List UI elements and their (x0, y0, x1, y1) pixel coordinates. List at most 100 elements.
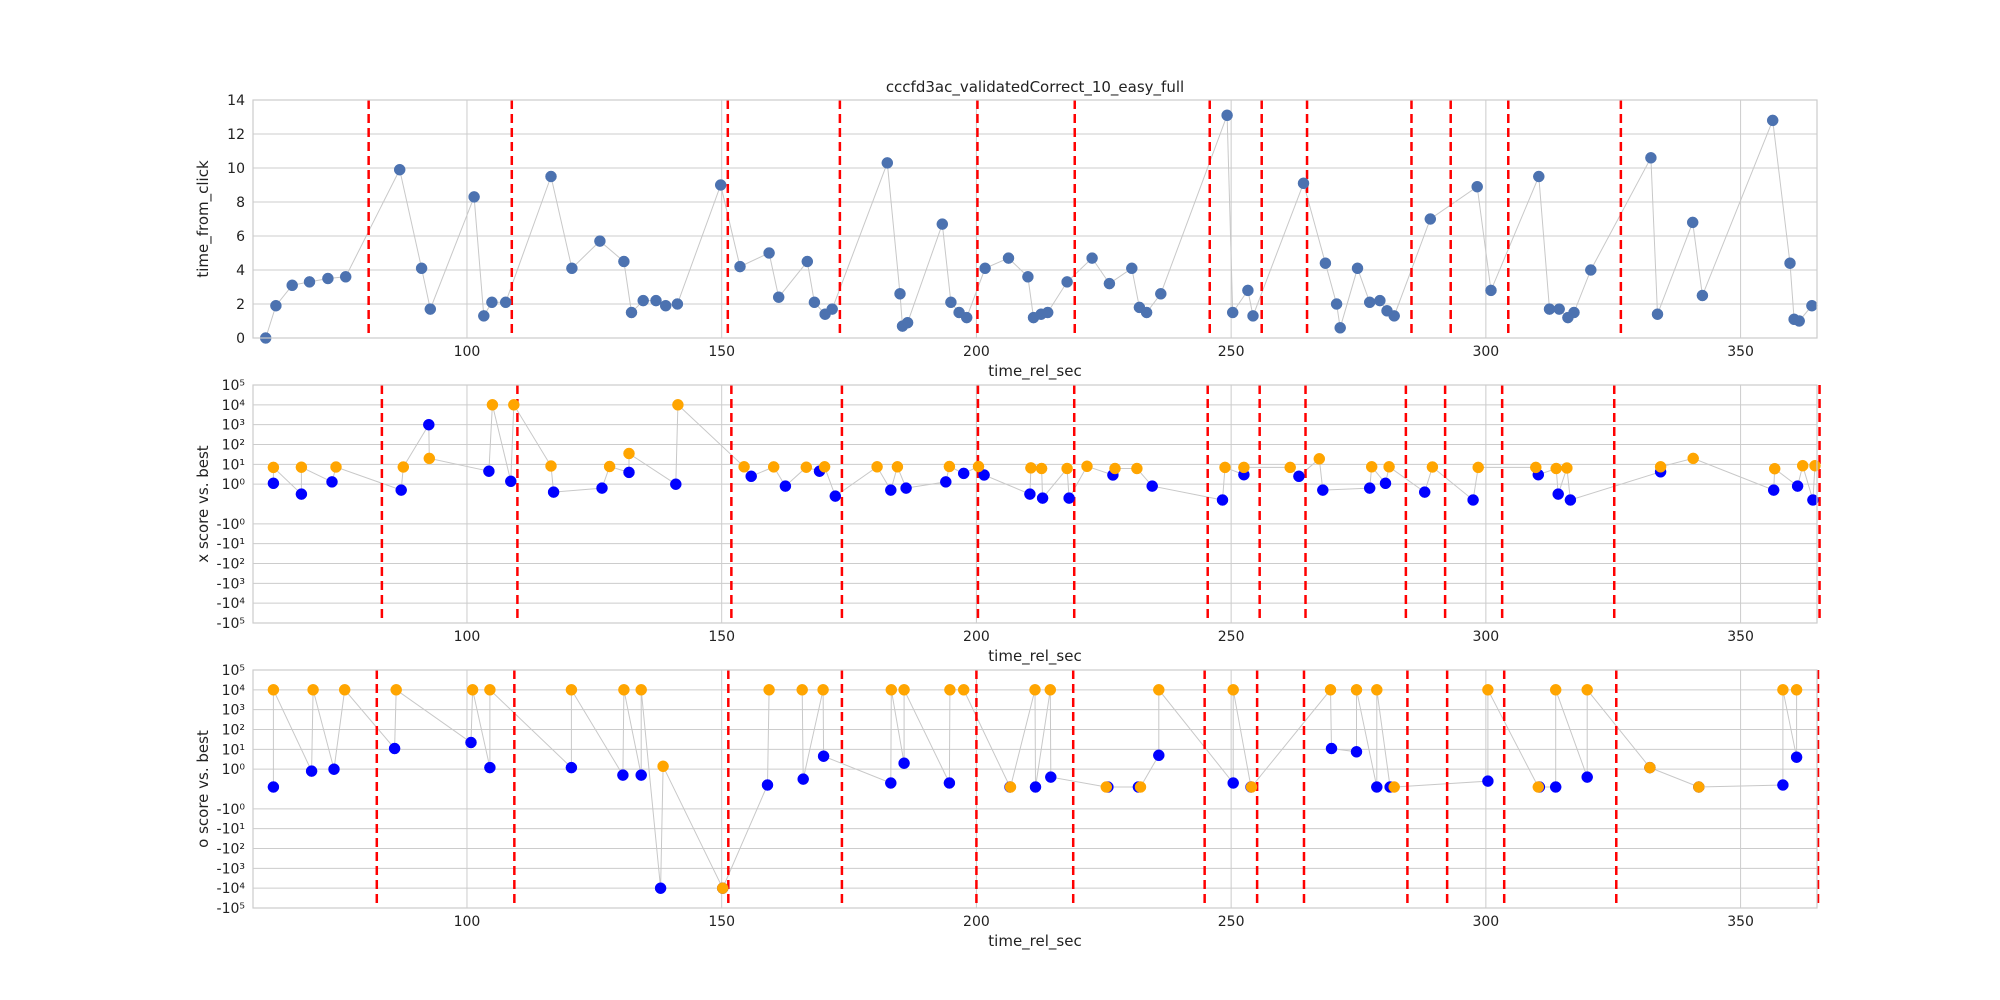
data-point (330, 461, 342, 473)
data-point (1472, 461, 1484, 474)
data-point (1485, 284, 1497, 297)
data-point (1654, 461, 1667, 473)
data-point (1777, 684, 1789, 696)
data-point (871, 461, 883, 473)
y-tick-label: 10⁰ (222, 762, 246, 778)
data-point (885, 777, 897, 789)
chart-panel-1: 100 150 200 250 300 350 0 2 4 6 8 10 12 14 time_rel_se… (194, 78, 1818, 381)
data-point (1022, 271, 1034, 283)
data-point (1041, 306, 1054, 319)
data-point (484, 761, 496, 774)
data-point (267, 477, 280, 490)
data-point (295, 488, 308, 500)
data-point (1313, 453, 1326, 465)
data-point (960, 311, 973, 324)
x-tick-label: 300 (1472, 629, 1499, 645)
data-point (1424, 213, 1437, 225)
data-point (1086, 252, 1098, 264)
data-point (295, 461, 308, 473)
data-point (957, 467, 970, 480)
x-axis-label: time_rel_sec (988, 647, 1081, 666)
data-point (1284, 461, 1296, 474)
data-point (1379, 477, 1392, 490)
x-tick-label: 250 (1218, 629, 1245, 645)
data-point (1766, 114, 1779, 127)
y-tick-label: 2 (236, 297, 245, 313)
x-tick-label: 350 (1727, 914, 1754, 930)
data-point (1807, 494, 1819, 506)
data-point (508, 399, 520, 411)
data-point (307, 684, 319, 696)
data-point (303, 276, 316, 288)
data-point (1330, 298, 1343, 310)
data-point (714, 179, 727, 191)
data-point (1365, 461, 1378, 473)
data-point (1418, 486, 1431, 498)
data-point (1293, 470, 1305, 483)
data-point (936, 218, 949, 230)
y-tick-label: 6 (236, 229, 245, 245)
data-point (772, 291, 785, 303)
data-point (468, 191, 480, 203)
data-point (393, 163, 406, 176)
data-point (1581, 684, 1593, 696)
data-point (1100, 781, 1113, 793)
data-point (415, 262, 428, 275)
data-point (338, 684, 351, 696)
data-point (670, 478, 682, 490)
data-point (881, 157, 894, 169)
data-point (1581, 771, 1593, 783)
data-point (801, 255, 814, 268)
y-tick-label: -10¹ (217, 537, 245, 553)
x-tick-label: 200 (963, 914, 990, 930)
data-point (1363, 482, 1376, 494)
y-tick-label: 10 (227, 161, 245, 177)
data-point (1644, 761, 1656, 774)
data-point (465, 736, 477, 749)
y-tick-label: 10⁴ (222, 398, 246, 414)
plot-area (253, 385, 1817, 623)
data-point (891, 461, 904, 473)
data-point (1334, 322, 1346, 334)
y-tick-label: 14 (227, 93, 245, 109)
data-point (1103, 277, 1116, 290)
data-point (625, 306, 638, 319)
chart-panel-3: 100 150 200 250 300 350 -10⁵ -10⁴ -10³ -10² -10¹ -1… (194, 663, 1820, 951)
data-point (894, 288, 906, 300)
data-point (1002, 252, 1015, 264)
data-point (1645, 152, 1657, 164)
x-tick-label: 150 (708, 344, 735, 360)
data-point (979, 262, 991, 275)
data-point (499, 296, 512, 309)
data-point (328, 763, 340, 775)
y-tick-label: 12 (227, 127, 245, 143)
data-point (796, 684, 808, 696)
data-point (484, 684, 496, 696)
data-point (1109, 462, 1121, 475)
y-tick-label: -10¹ (217, 822, 245, 838)
y-tick-label: 10¹ (222, 742, 245, 758)
data-point (1790, 751, 1803, 763)
data-point (267, 461, 280, 474)
data-point (483, 465, 495, 477)
y-axis-label: o score vs. best (194, 730, 212, 848)
data-point (944, 684, 956, 696)
data-point (767, 461, 780, 473)
data-point (1790, 684, 1803, 696)
y-tick-label: 10⁵ (222, 378, 245, 394)
y-tick-label: -10⁴ (217, 596, 246, 612)
data-point (957, 684, 970, 696)
data-point (1350, 746, 1363, 758)
data-point (270, 299, 282, 312)
data-point (547, 486, 560, 498)
data-point (1063, 492, 1075, 504)
data-point (898, 757, 910, 769)
y-tick-label: -10⁵ (217, 901, 245, 917)
data-point (826, 303, 838, 315)
data-point (901, 316, 914, 329)
data-point (818, 461, 831, 473)
data-point (267, 781, 280, 793)
data-point (1687, 452, 1699, 465)
y-tick-label: 10³ (222, 703, 245, 719)
